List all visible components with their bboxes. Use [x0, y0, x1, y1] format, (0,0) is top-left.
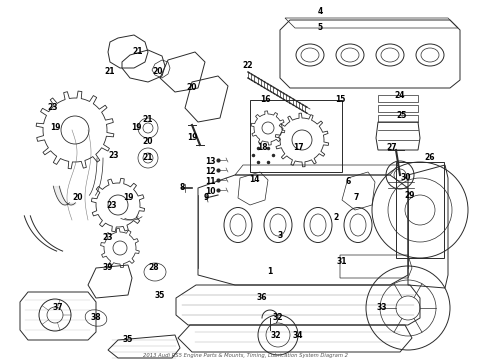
Text: 12: 12 [205, 167, 215, 176]
Text: 17: 17 [293, 144, 303, 153]
Text: 8: 8 [179, 184, 185, 193]
Text: 20: 20 [187, 84, 197, 93]
Text: 2013 Audi RS5 Engine Parts & Mounts, Timing, Lubrication System Diagram 2: 2013 Audi RS5 Engine Parts & Mounts, Tim… [143, 353, 347, 358]
Text: 20: 20 [153, 68, 163, 77]
Text: 3: 3 [277, 230, 283, 239]
Text: 19: 19 [131, 123, 141, 132]
Text: 14: 14 [249, 175, 259, 184]
Text: 38: 38 [91, 314, 101, 323]
Text: 9: 9 [203, 194, 209, 202]
Text: 11: 11 [205, 177, 215, 186]
Text: 30: 30 [401, 174, 411, 183]
Bar [378, 105, 418, 112]
Text: 6: 6 [345, 177, 351, 186]
Text: 10: 10 [205, 188, 215, 197]
Bar [396, 162, 444, 258]
Text: 32: 32 [273, 314, 283, 323]
Text: 16: 16 [260, 95, 270, 104]
Text: 37: 37 [53, 303, 63, 312]
Text: 19: 19 [123, 194, 133, 202]
Text: 28: 28 [148, 264, 159, 273]
Text: 20: 20 [73, 194, 83, 202]
Bar [378, 115, 418, 122]
Text: 21: 21 [143, 153, 153, 162]
Text: 22: 22 [243, 60, 253, 69]
Bar [250, 100, 342, 172]
Text: 24: 24 [395, 90, 405, 99]
Text: 23: 23 [107, 201, 117, 210]
Text: 36: 36 [257, 293, 267, 302]
Text: 27: 27 [387, 144, 397, 153]
Text: 13: 13 [205, 158, 215, 166]
Text: 29: 29 [405, 190, 415, 199]
Text: 32: 32 [271, 330, 281, 339]
Text: 1: 1 [268, 267, 272, 276]
Text: 26: 26 [425, 153, 435, 162]
Text: 21: 21 [105, 68, 115, 77]
Text: 5: 5 [318, 23, 322, 32]
Text: 2: 2 [333, 213, 339, 222]
Text: 35: 35 [123, 336, 133, 345]
Text: 23: 23 [103, 234, 113, 243]
Text: 21: 21 [133, 48, 143, 57]
Text: 23: 23 [48, 104, 58, 112]
Text: 18: 18 [257, 144, 268, 153]
Text: 15: 15 [335, 95, 345, 104]
Text: 19: 19 [50, 123, 60, 132]
Text: 35: 35 [155, 291, 165, 300]
Bar [378, 95, 418, 102]
Text: 39: 39 [103, 264, 113, 273]
Text: 20: 20 [143, 138, 153, 147]
Text: 21: 21 [143, 116, 153, 125]
Text: 7: 7 [353, 194, 359, 202]
Text: 31: 31 [337, 257, 347, 266]
Text: 19: 19 [187, 134, 197, 143]
Text: 4: 4 [318, 8, 322, 17]
Text: 23: 23 [109, 150, 119, 159]
Text: 34: 34 [293, 330, 303, 339]
Text: 33: 33 [377, 303, 387, 312]
Text: 25: 25 [397, 111, 407, 120]
